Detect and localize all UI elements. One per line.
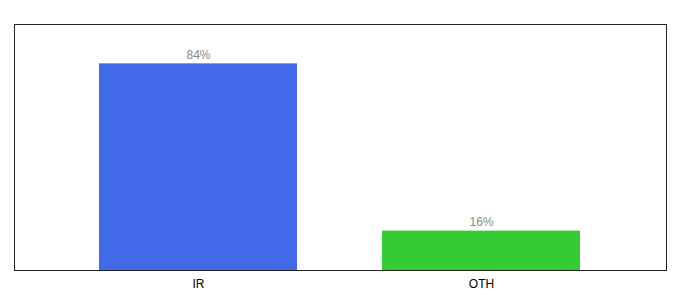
svg-text:OTH: OTH: [469, 277, 494, 291]
svg-text:16%: 16%: [469, 215, 493, 229]
svg-text:IR: IR: [193, 277, 205, 291]
svg-text:84%: 84%: [186, 48, 210, 62]
